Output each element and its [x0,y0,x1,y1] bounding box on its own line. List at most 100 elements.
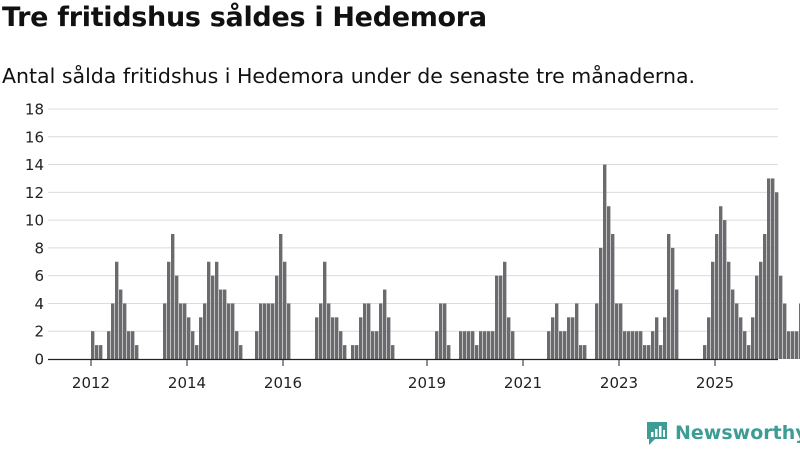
bar [115,261,119,359]
y-tick-label: 14 [25,156,44,174]
bar [367,303,371,359]
bar [199,317,203,359]
bar [107,331,111,359]
bar [443,303,447,359]
bar [479,331,483,359]
bar [507,317,511,359]
bar [779,275,783,359]
bar [203,303,207,359]
bar [631,331,635,359]
bar [175,275,179,359]
bar [319,303,323,359]
bar [339,331,343,359]
bar [475,345,479,359]
bar [439,303,443,359]
newsworthy-brand[interactable]: Newsworthy [645,420,800,446]
x-tick-label: 2025 [696,374,734,392]
bar [603,164,607,359]
bar [207,261,211,359]
bar [483,331,487,359]
y-tick-label: 10 [25,212,44,230]
bar [111,303,115,359]
bar [719,206,723,359]
bar [675,289,679,359]
bar [459,331,463,359]
bar [707,317,711,359]
bar [715,234,719,359]
x-tick-label: 2021 [504,374,542,392]
bar [131,331,135,359]
bar [739,317,743,359]
bar [635,331,639,359]
bar [747,345,751,359]
bar [611,234,615,359]
bar [91,331,95,359]
bar [787,331,791,359]
x-axis-ticks: 2012 2014 2016 2019 2021 2023 2025 [72,359,734,392]
bar [627,331,631,359]
bar [599,247,603,359]
bar [215,261,219,359]
bar [775,192,779,359]
bar [335,317,339,359]
bar [271,303,275,359]
bar [375,331,379,359]
bar [671,247,675,359]
bar [499,275,503,359]
bar [767,178,771,359]
bar [327,303,331,359]
bar [663,317,667,359]
bar [135,345,139,359]
bar [463,331,467,359]
newsworthy-logo-icon [647,422,667,445]
bar [579,345,583,359]
bar [263,303,267,359]
chart-subtitle: Antal sålda fritidshus i Hedemora under … [2,64,696,88]
bar [379,303,383,359]
bar [723,220,727,359]
chart-title: Tre fritidshus såldes i Hedemora [2,2,487,33]
bar [331,317,335,359]
bar [255,331,259,359]
bar [351,345,355,359]
y-tick-label: 6 [34,267,44,285]
y-tick-label: 4 [34,295,44,313]
bar [447,345,451,359]
bar [471,331,475,359]
bar [511,331,515,359]
bar [219,289,223,359]
bar [123,303,127,359]
bar [735,303,739,359]
bar [95,345,99,359]
bar [179,303,183,359]
bar [383,289,387,359]
x-tick-label: 2012 [72,374,110,392]
bar [547,331,551,359]
y-tick-label: 12 [25,184,44,202]
bar [387,317,391,359]
bar [359,317,363,359]
bar [647,345,651,359]
bar [583,345,587,359]
bar [795,331,799,359]
bar [467,331,471,359]
y-tick-label: 18 [25,101,44,119]
bar [783,303,787,359]
bar [99,345,103,359]
bar [559,331,563,359]
bar [655,317,659,359]
bar [279,234,283,359]
bar [711,261,715,359]
bar [187,317,191,359]
bar [171,234,175,359]
bar [315,317,319,359]
y-tick-label: 16 [25,128,44,146]
bar [323,261,327,359]
bar [563,331,567,359]
bar [659,345,663,359]
bar [491,331,495,359]
brand-name: Newsworthy [675,422,800,444]
bar [575,303,579,359]
bar [239,345,243,359]
bar [571,317,575,359]
